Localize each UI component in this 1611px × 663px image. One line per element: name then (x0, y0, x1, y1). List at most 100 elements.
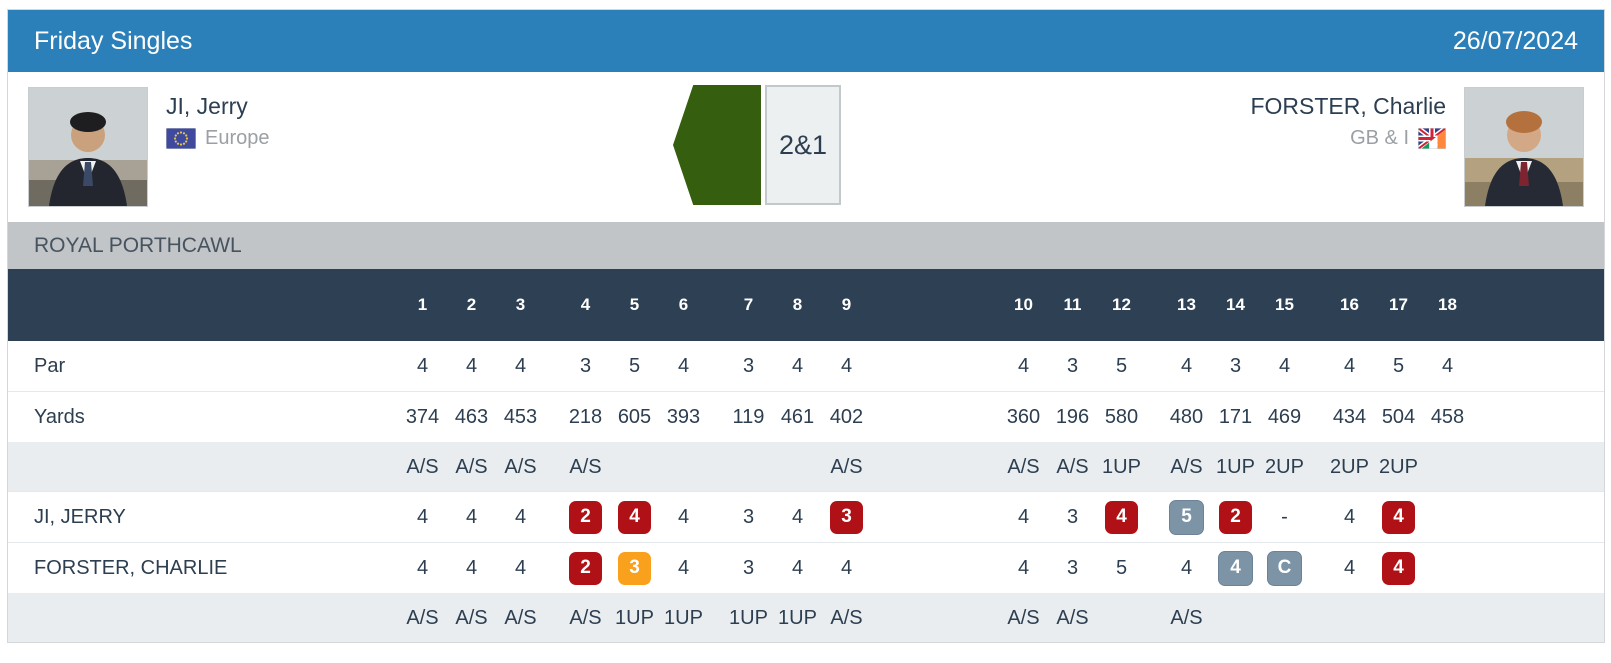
par-row-cell: 3 (1066, 354, 1079, 377)
par-row-cell: 5 (1392, 354, 1405, 377)
status-top-row-cell: 2UP (1379, 455, 1418, 478)
player2-row-label: FORSTER, CHARLIE (34, 556, 228, 579)
match-card: Friday Singles 26/07/2024 JI, Jerry (7, 9, 1605, 643)
yards-row: Yards 374 463 453 218 605 393 119 461 402 360 196 58… (8, 391, 1604, 442)
player2-row-cell: 4 (840, 556, 853, 579)
par-row-cell: 5 (1115, 354, 1128, 377)
course-name: ROYAL PORTHCAWL (34, 233, 242, 257)
hole-header-row: 1 2 3 4 5 6 7 8 9 10 11 12 13 14 15 16 17 18 (8, 269, 1604, 341)
score-box-red: 2 (569, 551, 602, 585)
par-row-cell: 3 (742, 354, 755, 377)
par-row: Par 4 4 4 3 5 4 3 4 4 4 3 5 4 3 4 4 5 4 (8, 341, 1604, 391)
yards-row-cell: 458 (1430, 405, 1465, 428)
player2-row-cell: 3 (610, 551, 659, 585)
yards-row-cell: 453 (503, 405, 538, 428)
winner-arrow-icon (673, 85, 761, 205)
hole-number-cell: 11 (1063, 295, 1082, 314)
par-row-cell: 4 (1017, 354, 1030, 377)
europe-flag-icon (165, 127, 197, 150)
score-box-orange: 3 (618, 551, 651, 585)
status-bottom-row-cell: A/S (455, 606, 488, 629)
player2-row-cell: 4 (465, 556, 478, 579)
player2-row-cell: 4 (1343, 556, 1356, 579)
player1-row-cell: 4 (677, 505, 690, 528)
status-top-row: A/S A/S A/S A/S A/S A/S A/S 1UP A/S 1UP 2UP 2UP 2UP (8, 442, 1604, 491)
status-bottom-row-cell: A/S (504, 606, 537, 629)
gb-and-i-flag-icon (1417, 127, 1447, 150)
yards-row-cell: 605 (617, 405, 652, 428)
status-top-row-cell: A/S (455, 455, 488, 478)
yards-row-cell: 480 (1169, 405, 1204, 428)
yards-row-cell: 218 (568, 405, 603, 428)
player1-row-cell: 3 (742, 505, 755, 528)
hole-number-cell: 8 (792, 295, 803, 314)
yards-row-cell: 119 (732, 405, 765, 428)
player1-row-cell: 4 (1343, 505, 1356, 528)
player2-row-cell: 4 (1180, 556, 1193, 579)
player-left-team: Europe (165, 127, 270, 150)
player-left-team-label: Europe (205, 127, 270, 149)
player-right-team-label: GB & I (1350, 127, 1409, 149)
hole-number-cell: 5 (629, 295, 640, 314)
par-row-cell: 3 (579, 354, 592, 377)
score-box-red: 3 (830, 500, 863, 534)
player1-row-cell: 3 (822, 500, 871, 534)
player1-row-cell: 2 (1211, 500, 1260, 534)
status-top-row-cell: A/S (1170, 455, 1203, 478)
player2-row-cell: 4 (1374, 551, 1423, 585)
yards-row-cell: 171 (1218, 405, 1253, 428)
status-bottom-row-cell: A/S (1170, 606, 1203, 629)
player1-row-cell: 4 (514, 505, 527, 528)
status-bottom-row-cell: A/S (1056, 606, 1089, 629)
par-row-cell: 4 (1180, 354, 1193, 377)
player-left: JI, Jerry Europe (28, 87, 288, 207)
hole-number-cell: 3 (515, 295, 526, 314)
player-left-name: JI, Jerry (166, 93, 248, 119)
status-bottom-row-cell: A/S (569, 606, 602, 629)
player2-row-cell: 4 (791, 556, 804, 579)
status-bottom-row-cell: 1UP (615, 606, 654, 629)
par-row-cell: 4 (677, 354, 690, 377)
player-right-name: FORSTER, Charlie (1250, 93, 1446, 119)
player2-row-cell: 3 (742, 556, 755, 579)
status-bottom-row-cell: 1UP (778, 606, 817, 629)
hole-number-cell: 16 (1340, 295, 1359, 314)
player2-row-cell: 5 (1115, 556, 1128, 579)
status-bottom-row-cell: 1UP (664, 606, 703, 629)
score-box-red: 2 (569, 500, 602, 534)
par-row-label: Par (34, 354, 66, 377)
player-left-photo (28, 87, 148, 207)
hole-number-cell: 7 (743, 295, 754, 314)
status-top-row-cell: A/S (569, 455, 602, 478)
status-bottom-row-cell: A/S (830, 606, 863, 629)
player2-row-cell: 4 (416, 556, 429, 579)
hole-number-cell: 9 (841, 295, 852, 314)
status-bottom-row-cell: 1UP (729, 606, 768, 629)
player1-row-cell: 4 (791, 505, 804, 528)
yards-row-cell: 402 (829, 405, 864, 428)
player2-row: FORSTER, CHARLIE 4 4 4 2 3 4 3 4 4 4 3 5 4 4 C 4 4 (8, 542, 1604, 593)
player1-row-cell: 4 (1374, 500, 1423, 534)
yards-row-cell: 463 (454, 405, 489, 428)
yards-row-cell: 393 (666, 405, 701, 428)
hole-number-cell: 12 (1112, 295, 1131, 314)
course-bar: ROYAL PORTHCAWL (8, 222, 1604, 269)
status-top-row-cell: A/S (406, 455, 439, 478)
player-right: FORSTER, Charlie GB & I (1232, 87, 1584, 207)
score-box-red: 4 (1382, 500, 1415, 534)
player2-row-cell: 4 (1017, 556, 1030, 579)
hole-number-cell: 6 (678, 295, 689, 314)
hole-number-cell: 15 (1275, 295, 1294, 314)
score-box-red: 2 (1219, 500, 1252, 534)
yards-row-label: Yards (34, 405, 85, 428)
score-box-gray: 4 (1218, 550, 1253, 586)
player1-row-cell: 4 (1097, 500, 1146, 534)
status-top-row-cell: 1UP (1102, 455, 1141, 478)
result-box: 2&1 (765, 85, 841, 205)
par-row-cell: 4 (465, 354, 478, 377)
player1-row-cell: 4 (416, 505, 429, 528)
status-bottom-row-cell: A/S (406, 606, 439, 629)
players-section: JI, Jerry Europe (8, 72, 1604, 222)
yards-row-cell: 461 (780, 405, 815, 428)
hole-number-cell: 2 (466, 295, 477, 314)
